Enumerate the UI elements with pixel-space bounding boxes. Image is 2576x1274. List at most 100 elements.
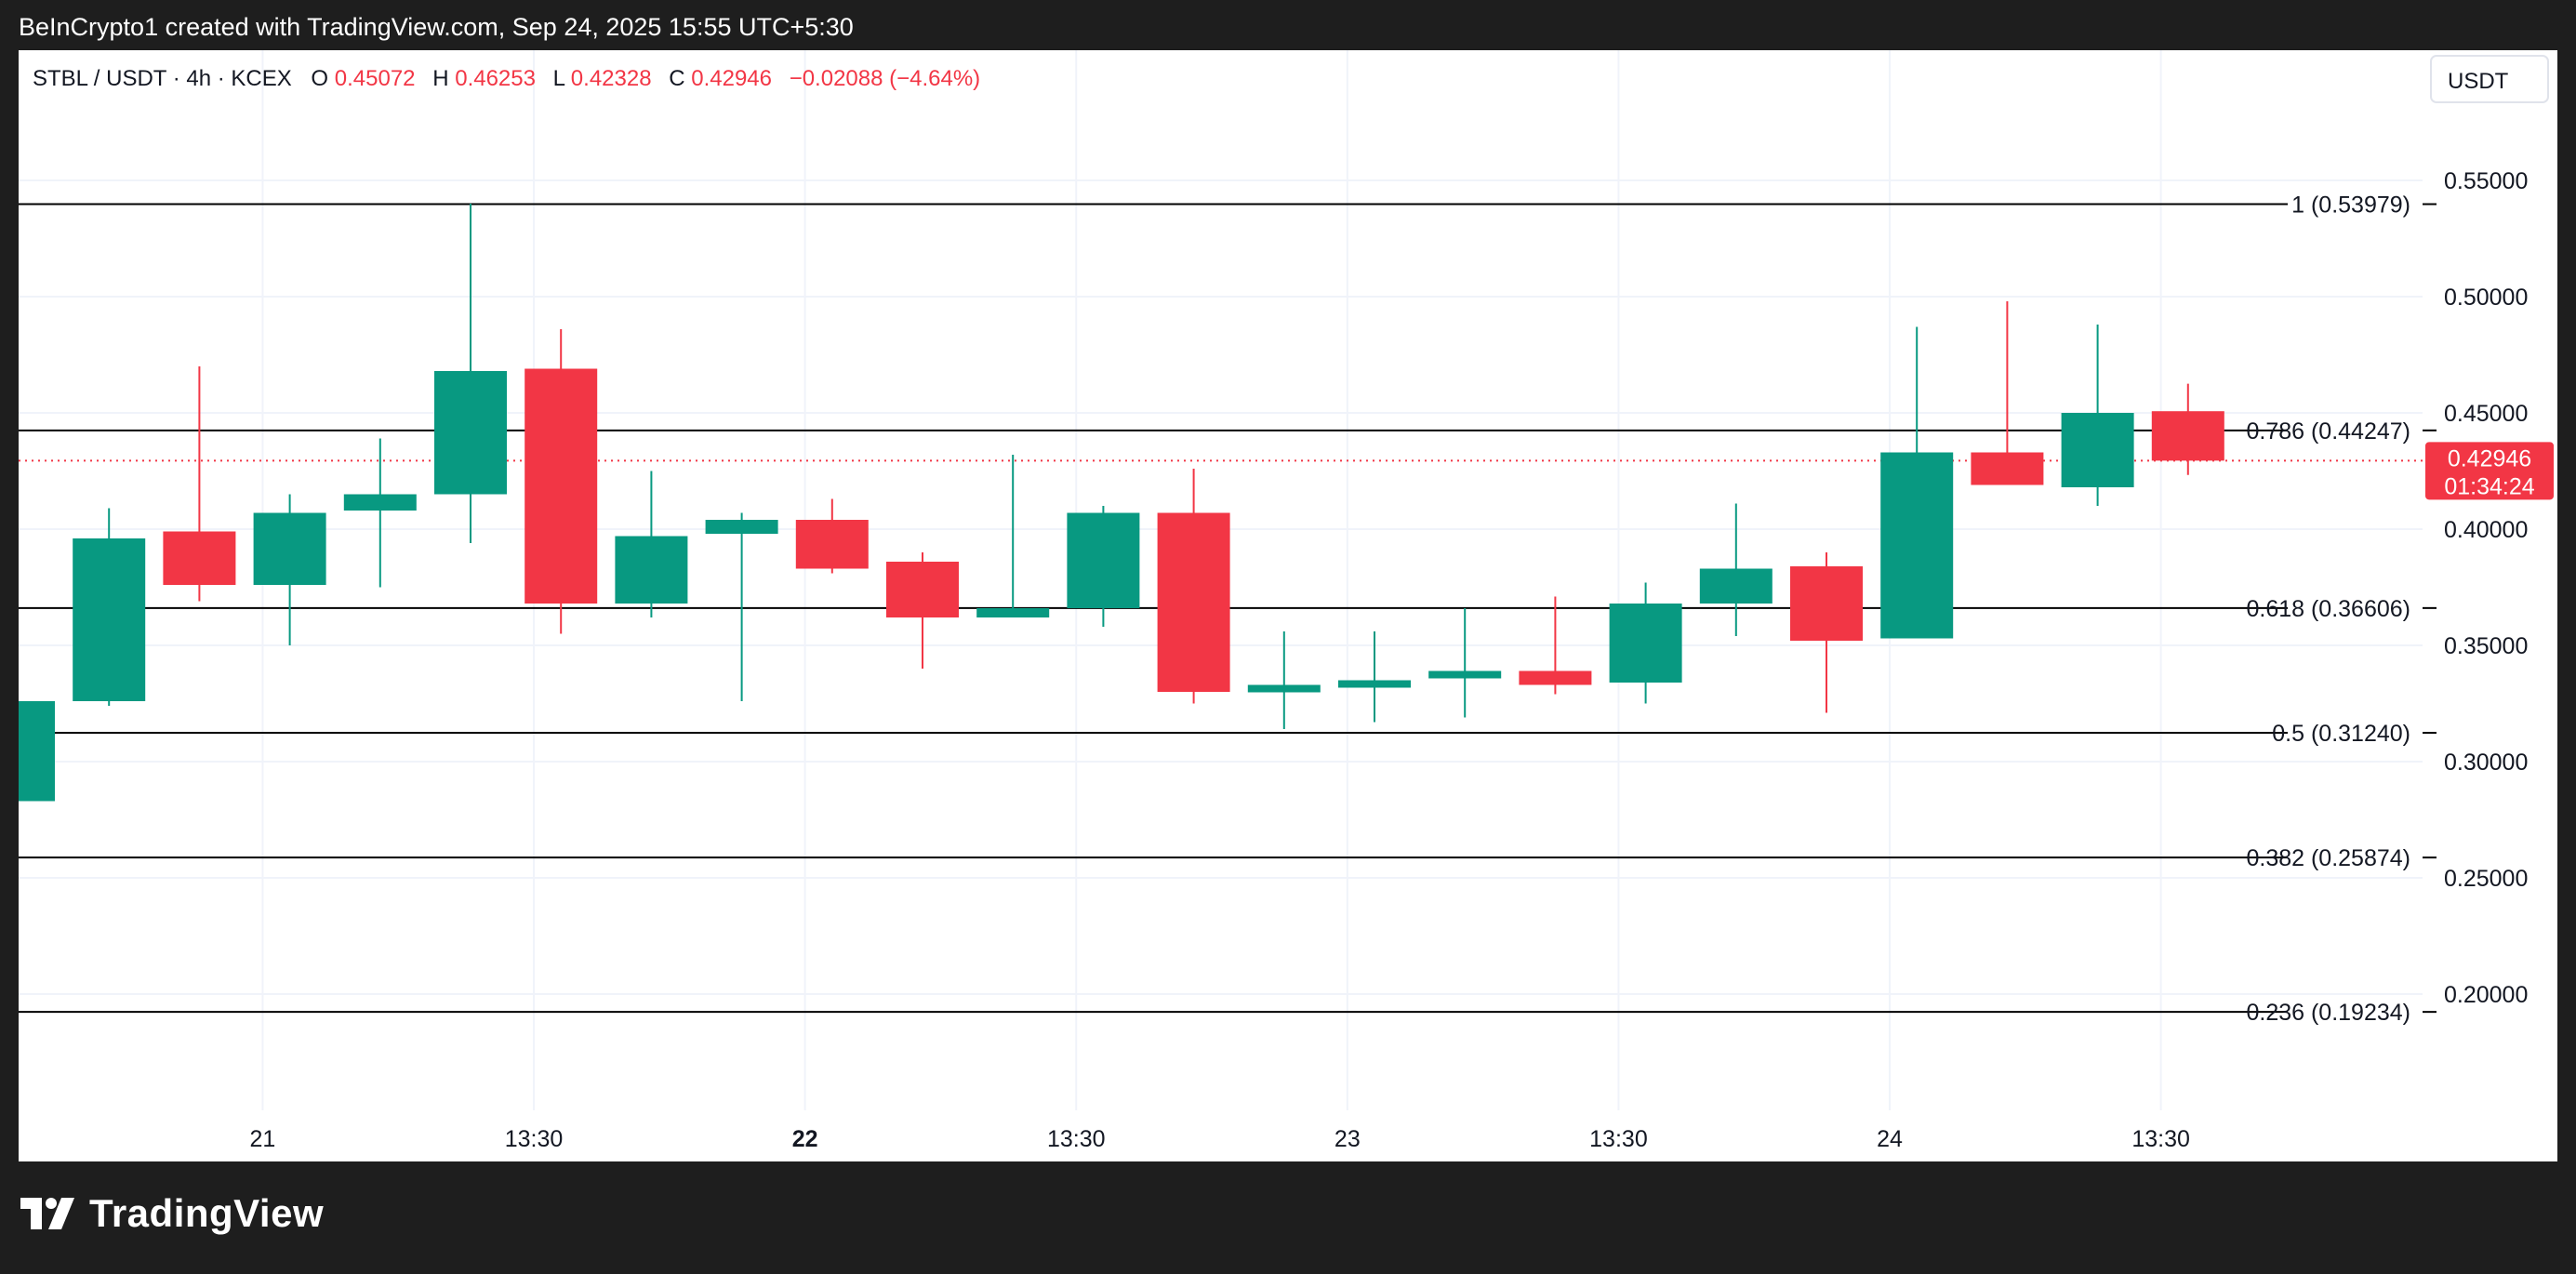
candle-body	[705, 520, 778, 534]
candle-down	[163, 366, 236, 602]
candle-body	[886, 562, 959, 617]
tradingview-logo[interactable]: TradingView	[20, 1191, 324, 1236]
y-tick-label: 0.25000	[2444, 866, 2528, 892]
y-tick-label: 0.50000	[2444, 285, 2528, 311]
candle-up	[1880, 326, 1954, 639]
fib-level-label: 0.786 (0.44247)	[2246, 418, 2410, 445]
fib-level-label: 0.618 (0.36606)	[2246, 596, 2410, 622]
candle-body	[163, 531, 236, 585]
legend-high-value: 0.46253	[455, 66, 536, 91]
candle-body	[795, 520, 869, 569]
candle-up	[1067, 506, 1140, 627]
candle-body	[253, 512, 326, 585]
top-bar: BeInCrypto1 created with TradingView.com…	[0, 0, 2576, 50]
x-tick-label: 24	[1877, 1126, 1903, 1152]
candle-body	[1157, 512, 1230, 692]
candle-up	[73, 508, 146, 706]
fib-levels: 1 (0.53979) 0.786 (0.44247) 0.618 (0.36606…	[19, 192, 2437, 1026]
footer: TradingView	[0, 1161, 2576, 1274]
y-tick-label: 0.20000	[2444, 982, 2528, 1008]
tradingview-logo-icon	[20, 1198, 74, 1229]
candle-body	[2061, 413, 2134, 487]
candle-body	[976, 608, 1050, 617]
badge-price: 0.42946	[2448, 445, 2531, 471]
price-axis[interactable]: 0.55000 0.50000 0.45000 0.40000 0.35000 0.300…	[2444, 168, 2528, 1008]
fib-level-label: 0.236 (0.19234)	[2246, 1000, 2410, 1026]
candle-up	[343, 438, 417, 588]
candle-down	[1971, 301, 2044, 485]
x-tick-label: 13:30	[1047, 1126, 1106, 1152]
fib-level-label: 0.382 (0.25874)	[2246, 845, 2410, 871]
y-tick-label: 0.45000	[2444, 401, 2528, 427]
x-tick-label: 13:30	[505, 1126, 564, 1152]
legend-close-label: C	[669, 66, 684, 91]
x-tick-label: 13:30	[2131, 1126, 2190, 1152]
candle-body	[1067, 512, 1140, 608]
candle-body	[1880, 452, 1954, 639]
legend-line: STBL / USDT · 4h · KCEX O 0.45072 H 0.46…	[33, 66, 980, 91]
chart-panel[interactable]: 1 (0.53979) 0.786 (0.44247) 0.618 (0.36606…	[19, 50, 2557, 1161]
candle-up	[2061, 325, 2134, 506]
candle-body	[1247, 684, 1321, 693]
candle-body	[1609, 604, 1682, 683]
candle-body	[343, 494, 417, 511]
legend-low-label: L	[553, 66, 565, 91]
candle-down	[795, 498, 869, 574]
badge-countdown: 01:34:24	[2444, 473, 2534, 499]
legend-open-value: 0.45072	[335, 66, 416, 91]
candle-down	[1157, 469, 1230, 704]
price-badge: 0.42946 01:34:24	[2425, 442, 2554, 500]
candle-body	[1428, 670, 1502, 679]
x-tick-label: 21	[250, 1126, 276, 1152]
fib-level-label: 1 (0.53979)	[2291, 192, 2410, 219]
candle-body	[524, 368, 598, 604]
x-tick-label: 13:30	[1589, 1126, 1648, 1152]
legend-close-value: 0.42946	[691, 66, 772, 91]
candle-body	[19, 701, 55, 802]
candle-body	[1790, 566, 1863, 641]
candle-body	[1699, 568, 1773, 604]
legend-low-value: 0.42328	[571, 66, 652, 91]
candle-up	[976, 455, 1050, 617]
candle-body	[434, 371, 507, 495]
candle-up	[253, 494, 326, 645]
brand-name: TradingView	[89, 1191, 325, 1235]
candle-up	[1247, 631, 1321, 729]
y-tick-label: 0.55000	[2444, 168, 2528, 194]
legend-high-label: H	[432, 66, 448, 91]
candle-down	[886, 552, 959, 669]
candle-down	[1519, 596, 1592, 695]
candle-up	[1609, 582, 1682, 704]
x-tick-label: 23	[1334, 1126, 1361, 1152]
legend-change: −0.02088 (−4.64%)	[790, 66, 981, 91]
candle-up	[615, 471, 688, 617]
candle-body	[1338, 680, 1411, 688]
currency-button[interactable]: USDT	[2430, 55, 2549, 103]
candle-down	[2151, 383, 2224, 475]
candle-up	[1428, 608, 1502, 718]
candle-up	[434, 204, 507, 543]
candle-up	[1699, 503, 1773, 636]
fib-level-label: 0.5 (0.31240)	[2272, 721, 2410, 747]
y-tick-label: 0.30000	[2444, 750, 2528, 776]
candle-down	[524, 329, 598, 634]
candle-body	[1971, 452, 2044, 485]
candle-up	[705, 512, 778, 701]
candle-down	[1790, 552, 1863, 713]
candle-body	[1519, 670, 1592, 685]
candle-up	[19, 701, 55, 802]
y-tick-label: 0.40000	[2444, 517, 2528, 543]
candle-body	[615, 536, 688, 604]
credit-text: BeInCrypto1 created with TradingView.com…	[19, 13, 854, 41]
candle-body	[2151, 411, 2224, 461]
candles	[19, 204, 2224, 802]
legend-symbol: STBL / USDT · 4h · KCEX	[33, 66, 292, 91]
y-tick-label: 0.35000	[2444, 633, 2528, 659]
x-tick-label: 22	[792, 1126, 818, 1152]
currency-label: USDT	[2448, 69, 2509, 94]
legend-open-label: O	[311, 66, 328, 91]
candle-body	[73, 538, 146, 701]
candlestick-chart[interactable]: 1 (0.53979) 0.786 (0.44247) 0.618 (0.36606…	[19, 50, 2557, 1161]
candle-up	[1338, 631, 1411, 723]
